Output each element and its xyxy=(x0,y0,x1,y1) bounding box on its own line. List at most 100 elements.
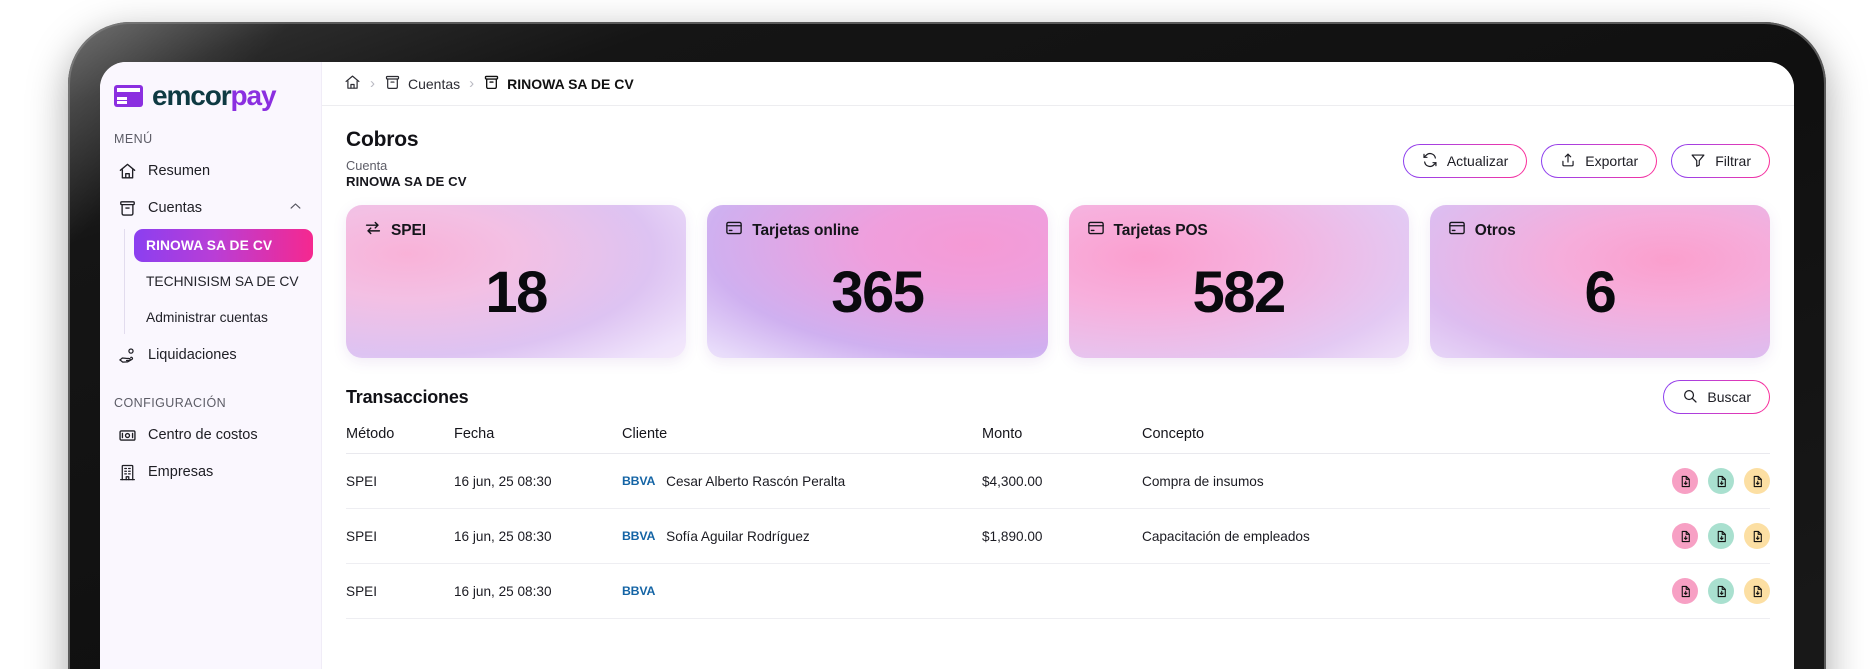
stat-card-spei[interactable]: SPEI 18 xyxy=(346,205,687,358)
stat-cards: SPEI 18 Tarjetas online 365 xyxy=(322,189,1794,358)
stat-card-otros[interactable]: Otros 6 xyxy=(1429,205,1770,358)
client-cell: BBVA xyxy=(622,584,982,598)
download-receipt-button[interactable] xyxy=(1744,523,1770,549)
sidebar-subnav-cuentas: RINOWA SA DE CV TECHNISISM SA DE CV Admi… xyxy=(124,229,321,334)
sidebar: emcorpay MENÚ Resumen Cuentas xyxy=(100,62,322,669)
stat-card-tarjetas-online[interactable]: Tarjetas online 365 xyxy=(707,205,1048,358)
building-icon xyxy=(118,463,137,482)
main-content: › Cuentas › RINOWA SA DE CV Cobr xyxy=(322,62,1794,669)
cell-monto: $4,300.00 xyxy=(982,453,1142,509)
download-xml-button[interactable] xyxy=(1708,578,1734,604)
column-header-fecha: Fecha xyxy=(454,426,622,454)
cell-metodo: SPEI xyxy=(346,563,454,619)
chevron-up-icon xyxy=(288,199,303,218)
card-header: Otros xyxy=(1448,219,1752,242)
cell-cliente: BBVA xyxy=(622,563,982,619)
refresh-icon xyxy=(1422,152,1438,171)
breadcrumb-label: RINOWA SA DE CV xyxy=(507,75,634,92)
hand-coin-icon xyxy=(118,346,137,365)
sidebar-item-label: Centro de costos xyxy=(148,427,258,443)
download-receipt-button[interactable] xyxy=(1744,468,1770,494)
download-xml-button[interactable] xyxy=(1708,468,1734,494)
sidebar-item-label: Cuentas xyxy=(148,200,203,216)
table-header-row: Método Fecha Cliente Monto Concepto xyxy=(346,426,1770,454)
actualizar-button[interactable]: Actualizar xyxy=(1403,144,1527,178)
upload-icon xyxy=(1560,152,1576,171)
brand-logo[interactable]: emcorpay xyxy=(100,78,321,110)
cell-acciones xyxy=(1640,563,1770,619)
card-title: Tarjetas online xyxy=(752,221,859,239)
download-receipt-button[interactable] xyxy=(1744,578,1770,604)
cell-metodo: SPEI xyxy=(346,453,454,509)
sidebar-item-liquidaciones[interactable]: Liquidaciones xyxy=(110,337,311,373)
table-row[interactable]: SPEI 16 jun, 25 08:30 BBVA xyxy=(346,563,1770,619)
table-body: SPEI 16 jun, 25 08:30 BBVA Cesar Alberto… xyxy=(346,453,1770,619)
funnel-icon xyxy=(1690,152,1706,171)
column-header-monto: Monto xyxy=(982,426,1142,454)
sidebar-item-technisism[interactable]: TECHNISISM SA DE CV xyxy=(134,265,313,298)
cell-concepto xyxy=(1142,563,1640,619)
sidebar-section-menu: MENÚ xyxy=(114,132,153,146)
download-pdf-button[interactable] xyxy=(1672,468,1698,494)
download-xml-button[interactable] xyxy=(1708,523,1734,549)
archive-icon xyxy=(483,74,500,94)
cell-acciones xyxy=(1640,453,1770,509)
sidebar-item-label: Resumen xyxy=(148,163,211,179)
breadcrumb-home[interactable] xyxy=(344,74,361,94)
search-button[interactable]: Buscar xyxy=(1663,380,1770,414)
sidebar-item-administrar-cuentas[interactable]: Administrar cuentas xyxy=(134,301,313,334)
brand-wordmark: emcorpay xyxy=(152,80,277,111)
account-label: Cuenta xyxy=(346,158,388,173)
row-actions xyxy=(1640,523,1770,549)
sidebar-item-empresas[interactable]: Empresas xyxy=(110,454,311,490)
transactions-table: Método Fecha Cliente Monto Concepto SPEI… xyxy=(346,426,1770,619)
search-icon xyxy=(1682,388,1698,407)
cell-fecha: 16 jun, 25 08:30 xyxy=(454,453,622,509)
brand-name-part1: emcor xyxy=(152,80,232,111)
card-header: Tarjetas online xyxy=(725,219,1029,242)
cell-concepto: Capacitación de empleados xyxy=(1142,508,1640,564)
sidebar-item-rinowa[interactable]: RINOWA SA DE CV xyxy=(134,229,313,262)
table-row[interactable]: SPEI 16 jun, 25 08:30 BBVA Cesar Alberto… xyxy=(346,453,1770,509)
breadcrumb-separator: › xyxy=(469,75,475,92)
sidebar-item-resumen[interactable]: Resumen xyxy=(110,153,311,189)
cell-monto: $1,890.00 xyxy=(982,508,1142,564)
download-pdf-button[interactable] xyxy=(1672,523,1698,549)
stat-card-tarjetas-pos[interactable]: Tarjetas POS 582 xyxy=(1068,205,1409,358)
sidebar-item-cuentas[interactable]: Cuentas xyxy=(110,190,311,226)
card-value: 365 xyxy=(831,260,925,325)
header-actions: Actualizar Exportar Filtrar xyxy=(1403,128,1770,178)
bbva-bank-logo: BBVA xyxy=(622,584,656,598)
button-label: Exportar xyxy=(1585,153,1639,169)
button-label: Filtrar xyxy=(1715,153,1751,169)
sidebar-item-centro-de-costos[interactable]: Centro de costos xyxy=(110,417,311,453)
card-title: Tarjetas POS xyxy=(1113,221,1208,239)
client-name: Cesar Alberto Rascón Peralta xyxy=(666,473,846,489)
breadcrumb: › Cuentas › RINOWA SA DE CV xyxy=(322,62,1794,106)
home-icon xyxy=(344,74,361,94)
exportar-button[interactable]: Exportar xyxy=(1541,144,1657,178)
bbva-bank-logo: BBVA xyxy=(622,529,656,543)
archive-icon xyxy=(118,199,137,218)
transactions-title: Transacciones xyxy=(346,386,469,407)
card-value: 18 xyxy=(485,260,548,325)
column-header-concepto: Concepto xyxy=(1142,426,1640,454)
card-icon xyxy=(1087,219,1105,242)
table-row[interactable]: SPEI 16 jun, 25 08:30 BBVA Sofía Aguilar… xyxy=(346,508,1770,564)
cell-fecha: 16 jun, 25 08:30 xyxy=(454,508,622,564)
page-header-text: Cobros Cuenta RINOWA SA DE CV xyxy=(346,128,467,189)
bbva-bank-logo: BBVA xyxy=(622,474,656,488)
cell-metodo: SPEI xyxy=(346,508,454,564)
column-header-acciones xyxy=(1640,426,1770,454)
download-pdf-button[interactable] xyxy=(1672,578,1698,604)
breadcrumb-item-cuentas[interactable]: Cuentas xyxy=(384,74,460,94)
sidebar-item-label: Empresas xyxy=(148,464,214,480)
filtrar-button[interactable]: Filtrar xyxy=(1671,144,1770,178)
transactions-header: Transacciones Buscar xyxy=(322,358,1794,414)
app-screen: emcorpay MENÚ Resumen Cuentas xyxy=(100,62,1794,669)
cell-acciones xyxy=(1640,508,1770,564)
cell-fecha: 16 jun, 25 08:30 xyxy=(454,563,622,619)
card-icon xyxy=(1448,219,1466,242)
client-name: Sofía Aguilar Rodríguez xyxy=(666,528,810,544)
home-icon xyxy=(118,162,137,181)
